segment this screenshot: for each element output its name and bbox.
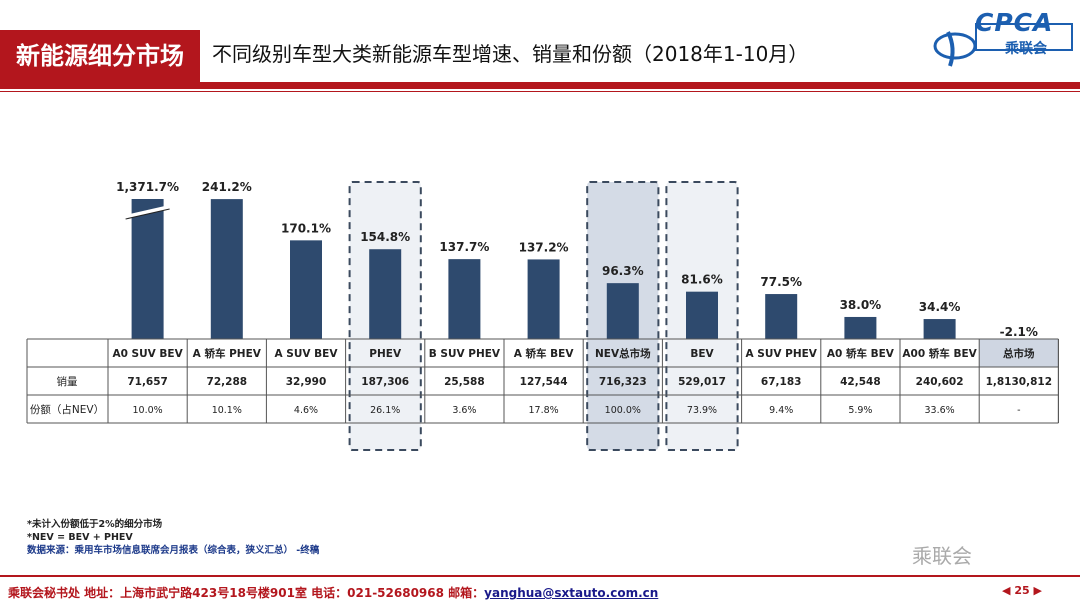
total-header-cell [979, 339, 1059, 367]
category-label: A0 轿车 BEV [827, 347, 895, 360]
share-cell: 4.6% [294, 405, 318, 416]
share-cell: 5.9% [848, 405, 872, 416]
prev-page-icon[interactable]: ◀ [1002, 584, 1011, 597]
sales-cell: 529,017 [678, 376, 726, 388]
logo-sub: 乘联会 [1005, 41, 1047, 57]
sales-cell: 127,544 [520, 376, 568, 388]
data-label: 137.2% [519, 240, 569, 254]
footer-email-link[interactable]: yanghua@sxtauto.com.cn [484, 586, 659, 600]
share-cell: 73.9% [687, 405, 717, 416]
bar [448, 259, 481, 339]
sales-cell: 240,602 [916, 376, 964, 388]
cpca-logo-icon [933, 23, 1073, 67]
share-cell: 33.6% [925, 405, 955, 416]
footnotes: *未计入份额低于2%的细分市场 *NEV = BEV + PHEV 数据来源：乘… [27, 518, 319, 557]
note-line-2: *NEV = BEV + PHEV [27, 532, 133, 543]
category-label: PHEV [369, 348, 402, 360]
note-source: 数据来源：乘用车市场信息联席会月报表（综合表，狭义汇总） -终稿 [27, 545, 320, 556]
footer-address: 乘联会秘书处 地址：上海市武宁路423号18号楼901室 电话：021-5268… [8, 584, 658, 601]
sales-cell: 25,588 [444, 376, 485, 388]
bar [290, 240, 322, 339]
sales-cell: 187,306 [361, 376, 409, 388]
footer-rule [0, 575, 1080, 577]
sales-cell: 42,548 [840, 376, 881, 388]
row-label: 份额（占NEV） [30, 403, 104, 416]
bar [131, 199, 164, 339]
axis-break [125, 205, 171, 219]
header-rule-thin [0, 91, 1080, 92]
data-label: 77.5% [760, 275, 802, 289]
row-label: 销量 [57, 375, 78, 388]
data-label: 38.0% [840, 298, 882, 312]
page-number: 25 [1014, 584, 1030, 597]
sales-cell: 716,323 [599, 376, 647, 388]
axis-break-line [125, 208, 170, 220]
header-rule [0, 82, 1080, 89]
sales-cell: 67,183 [761, 376, 802, 388]
bar [765, 294, 798, 339]
data-label: 170.1% [281, 221, 331, 235]
category-label: BEV [690, 348, 714, 360]
share-cell: - [1017, 405, 1020, 416]
data-label: 154.8% [360, 230, 410, 244]
bar [844, 316, 877, 339]
bar [210, 199, 243, 339]
data-label: 241.2% [202, 180, 252, 194]
share-cell: 9.4% [769, 405, 793, 416]
share-cell: 17.8% [529, 405, 559, 416]
category-label: A00 轿车 BEV [902, 347, 977, 360]
growth-chart: 1,371.7% 241.2% 170.1% 154.8% 137.7% 137.2% 96… [26, 180, 1059, 451]
share-cell: 100.0% [605, 405, 641, 416]
data-label: 34.4% [919, 300, 961, 314]
bar [923, 319, 956, 339]
share-cell: 10.0% [133, 405, 163, 416]
share-cell: 26.1% [370, 405, 400, 416]
category-label: A 轿车 BEV [514, 347, 575, 360]
data-label: 96.3% [602, 264, 644, 278]
category-label: A SUV BEV [275, 348, 339, 360]
next-page-icon[interactable]: ▶ [1033, 584, 1042, 597]
sales-cell: 32,990 [286, 376, 327, 388]
category-label: NEV总市场 [595, 347, 651, 360]
section-tag: 新能源细分市场 [0, 30, 200, 82]
category-label: B SUV PHEV [429, 348, 501, 360]
page-title: 不同级别车型大类新能源车型增速、销量和份额（2018年1-10月） [212, 42, 809, 66]
logo-text: CPCA [975, 8, 1054, 37]
sales-cell: 71,657 [127, 376, 168, 388]
header: 新能源细分市场 不同级别车型大类新能源车型增速、销量和份额（2018年1-10月… [0, 0, 1080, 92]
category-label: A SUV PHEV [745, 348, 817, 360]
footer-text: 乘联会秘书处 地址：上海市武宁路423号18号楼901室 电话：021-5268… [8, 586, 485, 600]
bar [527, 259, 560, 339]
bar [369, 249, 402, 339]
data-label: 137.7% [439, 240, 489, 254]
data-label: -2.1% [1000, 325, 1038, 339]
bar [606, 283, 639, 339]
note-line-1: *未计入份额低于2%的细分市场 [27, 519, 163, 530]
data-label: 1,371.7% [116, 180, 179, 194]
share-cell: 10.1% [212, 405, 242, 416]
pager: ◀ 25 ▶ [1002, 584, 1042, 597]
share-cell: 3.6% [452, 405, 476, 416]
bar [686, 291, 718, 339]
sales-cell: 72,288 [207, 376, 248, 388]
sales-cell: 1,8130,812 [986, 376, 1052, 388]
watermark: 乘联会 [912, 544, 972, 568]
category-label: A 轿车 PHEV [193, 347, 262, 360]
category-label: 总市场 [1003, 347, 1035, 360]
data-label: 81.6% [681, 273, 723, 287]
category-label: A0 SUV BEV [112, 348, 183, 360]
